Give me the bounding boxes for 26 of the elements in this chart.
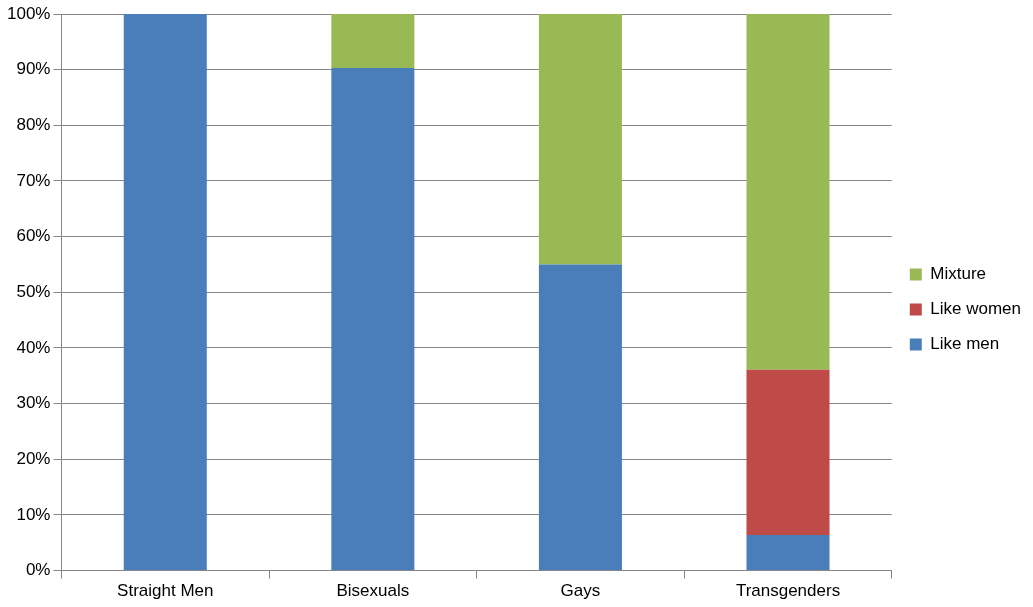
y-tick-label: 100% — [7, 3, 51, 23]
y-tick-label: 60% — [16, 226, 51, 246]
x-tick-label: Bisexuals — [336, 581, 410, 601]
y-tick-label: 0% — [25, 560, 51, 580]
y-tick-label: 50% — [16, 281, 51, 301]
bar — [746, 534, 830, 571]
x-tick-label: Gays — [560, 581, 601, 601]
legend-label: Like men — [930, 334, 1000, 354]
y-tick-label: 70% — [16, 170, 51, 190]
y-tick-label: 80% — [16, 115, 51, 135]
y-tick-label: 20% — [16, 448, 51, 468]
y-tick-label: 40% — [16, 337, 51, 357]
bar — [538, 14, 622, 265]
legend-label: Like women — [930, 299, 1022, 319]
bar — [331, 67, 415, 571]
bar — [538, 264, 622, 571]
bar — [746, 14, 830, 370]
bar — [746, 369, 830, 535]
x-tick-label: Straight Men — [117, 581, 214, 601]
bar — [123, 14, 207, 571]
y-tick-label: 10% — [16, 504, 51, 524]
bar — [331, 14, 415, 68]
legend-label: Mixture — [930, 264, 987, 284]
x-tick-label: Transgenders — [735, 581, 841, 601]
y-tick-label: 30% — [16, 393, 51, 413]
y-tick-label: 90% — [16, 59, 51, 79]
